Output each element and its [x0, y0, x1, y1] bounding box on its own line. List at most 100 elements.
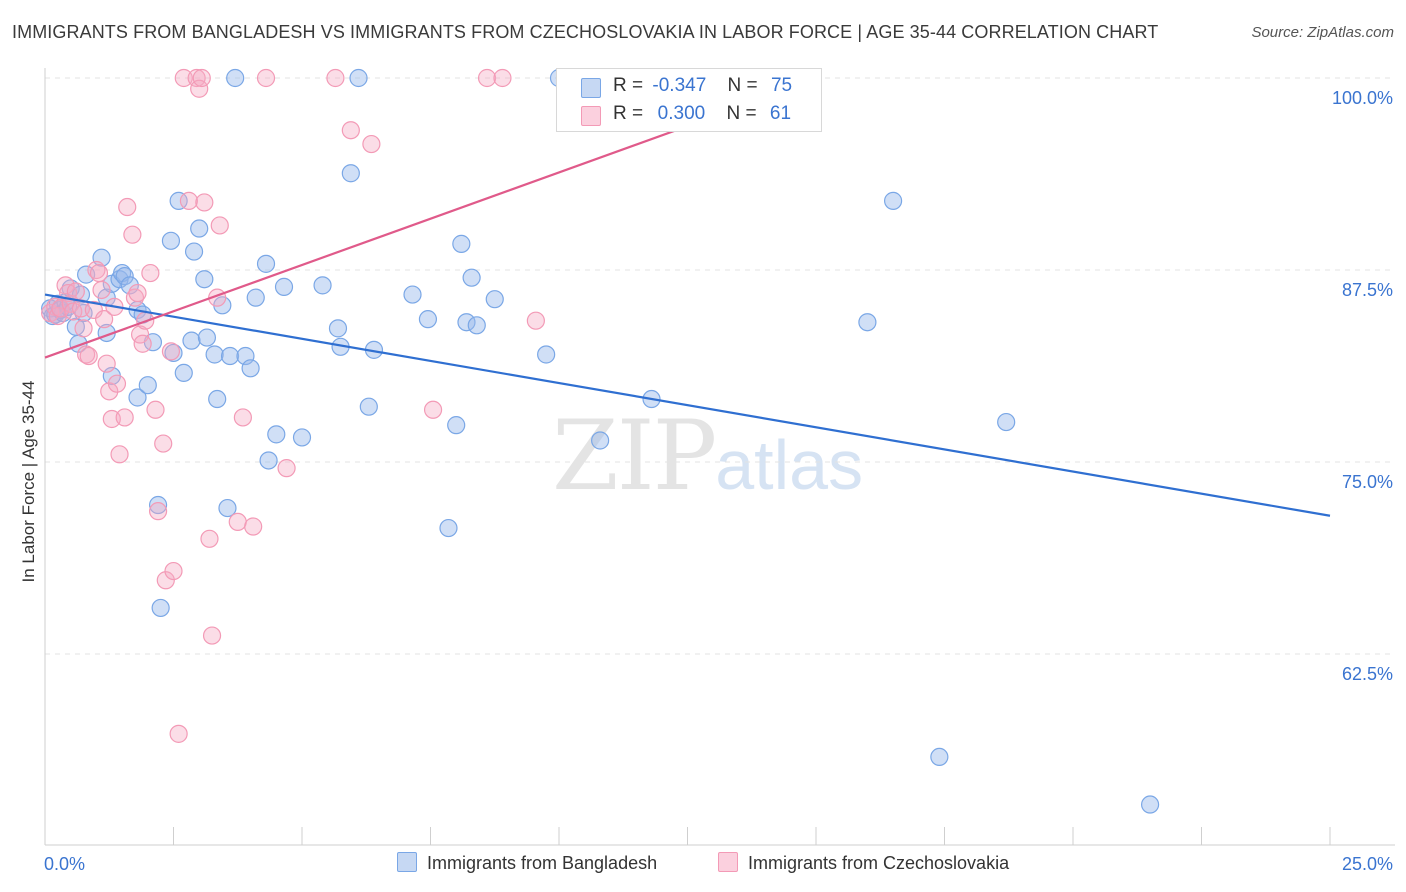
point-bangladesh	[182, 331, 201, 350]
bottom-legend-swatch-czechoslovakia	[718, 852, 738, 872]
point-bangladesh	[997, 412, 1016, 432]
point-bangladesh	[138, 376, 157, 395]
trend-line-bangladesh	[44, 293, 1331, 517]
point-bangladesh	[169, 191, 188, 210]
point-bangladesh	[418, 310, 438, 329]
point-czechoslovakia	[164, 561, 183, 581]
point-bangladesh	[292, 428, 312, 447]
point-bangladesh	[485, 290, 504, 309]
point-czechoslovakia	[156, 571, 175, 590]
y-tick-label: 87.5%	[1342, 280, 1393, 300]
point-bangladesh	[267, 425, 286, 444]
legend-n-value: 75	[770, 75, 793, 96]
legend-r-value: -0.347	[652, 75, 707, 96]
point-bangladesh	[313, 276, 332, 295]
point-czechoslovakia	[133, 334, 152, 353]
point-czechoslovakia	[526, 311, 545, 330]
bottom-legend-czechoslovakia: Immigrants from Czechoslovakia	[718, 852, 1009, 874]
point-czechoslovakia	[228, 512, 247, 532]
bottom-legend-label: Immigrants from Bangladesh	[427, 853, 658, 873]
point-bangladesh	[467, 316, 486, 335]
watermark-atlas: atlas	[715, 426, 864, 504]
point-bangladesh	[328, 319, 348, 338]
point-czechoslovakia	[210, 216, 229, 235]
point-czechoslovakia	[107, 374, 127, 393]
point-bangladesh	[197, 328, 217, 347]
bottom-legend-label: Immigrants from Czechoslovakia	[748, 853, 1010, 873]
point-czechoslovakia	[97, 354, 116, 373]
point-czechoslovakia	[190, 79, 209, 98]
point-bangladesh	[174, 363, 193, 383]
legend-n-label: N =	[726, 103, 757, 124]
point-bangladesh	[1140, 795, 1160, 814]
point-bangladesh	[208, 389, 227, 409]
legend-swatch-czechoslovakia	[581, 106, 601, 126]
point-bangladesh	[195, 270, 214, 289]
point-czechoslovakia	[326, 68, 345, 88]
point-bangladesh	[537, 345, 556, 364]
bottom-legend-bangladesh: Immigrants from Bangladesh	[397, 852, 657, 874]
axes	[44, 68, 1395, 846]
point-czechoslovakia	[141, 263, 160, 283]
point-bangladesh	[161, 231, 181, 250]
point-czechoslovakia	[100, 382, 119, 401]
point-bangladesh	[256, 254, 276, 273]
point-czechoslovakia	[92, 280, 111, 300]
point-bangladesh	[148, 495, 168, 515]
point-czechoslovakia	[200, 529, 219, 548]
point-bangladesh	[128, 388, 147, 407]
point-bangladesh	[115, 267, 134, 286]
point-bangladesh	[220, 346, 240, 366]
point-bangladesh	[349, 68, 368, 88]
legend-swatch-bangladesh	[581, 78, 601, 98]
point-bangladesh	[447, 416, 466, 435]
watermark-zip: ZIP	[552, 400, 717, 512]
legend-n-label: N =	[727, 75, 758, 96]
point-czechoslovakia	[110, 445, 129, 464]
point-czechoslovakia	[187, 68, 206, 88]
point-czechoslovakia	[128, 283, 147, 303]
point-bangladesh	[341, 164, 360, 183]
point-czechoslovakia	[66, 282, 85, 301]
point-czechoslovakia	[169, 724, 188, 743]
point-czechoslovakia	[118, 197, 137, 217]
point-bangladesh	[190, 219, 209, 238]
point-czechoslovakia	[195, 193, 214, 212]
point-bangladesh	[591, 431, 610, 450]
point-czechoslovakia	[341, 121, 360, 140]
zipatlas-watermark: ZIPatlas	[552, 400, 863, 512]
point-czechoslovakia	[89, 263, 109, 283]
point-czechoslovakia	[95, 310, 114, 329]
trend-lines	[44, 76, 1331, 517]
point-bangladesh	[457, 313, 476, 332]
point-czechoslovakia	[79, 346, 98, 366]
point-bangladesh	[883, 191, 903, 210]
bottom-legend-swatch-bangladesh	[397, 852, 417, 872]
point-czechoslovakia	[74, 319, 93, 338]
point-czechoslovakia	[192, 68, 211, 88]
y-tick-label: 75.0%	[1342, 472, 1393, 492]
point-czechoslovakia	[233, 408, 252, 427]
point-bangladesh	[403, 285, 422, 304]
point-czechoslovakia	[493, 68, 512, 88]
point-bangladesh	[246, 288, 265, 307]
point-czechoslovakia	[477, 68, 497, 88]
point-bangladesh	[226, 68, 245, 88]
y-axis-label: In Labor Force | Age 35-44	[19, 381, 38, 583]
y-tick-label: 100.0%	[1332, 88, 1393, 108]
legend-r-value: 0.300	[652, 103, 706, 124]
point-czechoslovakia	[154, 434, 173, 453]
point-czechoslovakia	[123, 225, 142, 244]
point-bangladesh	[218, 498, 237, 518]
point-czechoslovakia	[179, 191, 199, 210]
point-bangladesh	[241, 359, 260, 378]
point-bangladesh	[439, 518, 458, 538]
point-czechoslovakia	[161, 342, 181, 361]
point-bangladesh	[184, 242, 204, 261]
y-tick-label: 62.5%	[1342, 664, 1393, 684]
point-bangladesh	[359, 397, 378, 416]
point-czechoslovakia	[146, 400, 165, 419]
point-czechoslovakia	[84, 300, 103, 320]
source-label: Source: ZipAtlas.com	[1251, 24, 1394, 41]
